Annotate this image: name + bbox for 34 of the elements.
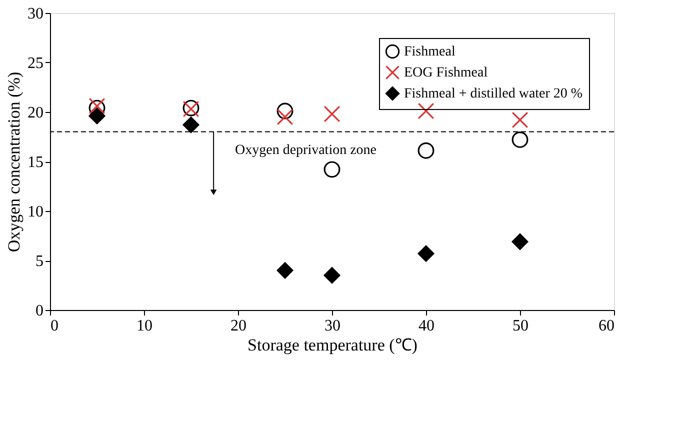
point <box>418 245 434 262</box>
x-tick-label: 50 <box>512 318 528 334</box>
point <box>276 262 294 279</box>
x-tick-label: 30 <box>324 318 340 334</box>
point <box>418 142 434 159</box>
legend-label: Fishmeal <box>404 44 456 60</box>
y-tick-label: 5 <box>36 253 44 270</box>
y-tick-label: 30 <box>28 6 44 22</box>
y-tick-label: 0 <box>36 302 44 320</box>
y-tick-label: 15 <box>28 154 44 171</box>
point <box>324 267 340 284</box>
point <box>324 106 340 122</box>
point <box>512 112 528 128</box>
y-tick-label: 25 <box>28 55 44 72</box>
y-axis-title: Oxygen concentration (%) <box>4 72 24 252</box>
annotation: Oxygen deprivation zone <box>235 143 377 158</box>
x-tick-label: 10 <box>136 318 152 334</box>
point <box>276 102 294 120</box>
y-tick-label: 20 <box>28 104 44 122</box>
x-tick-label: 60 <box>598 318 614 334</box>
y-tick-label: 10 <box>28 204 44 220</box>
point <box>418 102 434 120</box>
point <box>88 108 106 124</box>
x-tick-label: 20 <box>230 318 246 334</box>
legend-label: EOG Fishmeal <box>404 66 488 80</box>
legend-label: Fishmeal + distilled water 20 % <box>404 86 583 102</box>
point <box>182 116 200 134</box>
point <box>512 233 528 250</box>
x-axis-title: Storage temperature (℃) <box>248 336 418 354</box>
x-tick-label: 40 <box>418 318 434 334</box>
point <box>512 132 528 148</box>
x-tick-label: 0 <box>50 318 58 334</box>
point <box>324 161 340 178</box>
point <box>276 108 294 126</box>
